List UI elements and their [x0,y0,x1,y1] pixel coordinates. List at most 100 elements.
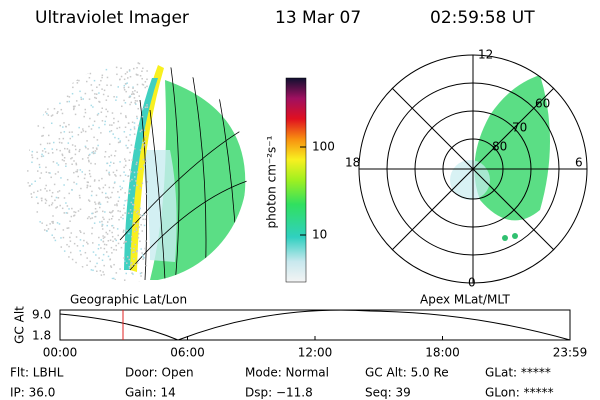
alt-xtick-label: 18:00 [425,346,460,360]
cb-tick-label: 100 [312,140,335,154]
speckle [99,221,101,223]
speckle [83,115,85,118]
speckle [67,227,70,229]
speckle [111,252,113,254]
speckle [124,83,127,85]
speckle [137,74,139,76]
speckle [123,166,125,169]
speckle [124,126,127,129]
speckle [111,112,114,114]
speckle [32,230,34,233]
speckle [89,217,92,220]
speckle [134,90,136,92]
speckle [39,177,41,179]
speckle [28,280,30,282]
speckle [142,218,144,221]
speckle [41,135,43,137]
speckle [62,137,65,140]
speckle [81,171,84,173]
speckle [75,183,78,185]
speckle [96,139,99,141]
speckle [83,239,85,242]
speckle [65,72,67,74]
speckle [79,230,81,232]
speckle [116,127,118,130]
speckle [129,103,131,106]
speckle [61,112,64,115]
speckle [117,120,120,123]
speckle [69,220,71,222]
speckle [80,231,82,233]
speckle [99,203,102,205]
speckle [82,245,84,247]
speckle [32,253,35,255]
speckle [77,175,79,178]
speckle [103,243,106,246]
speckle [118,218,120,221]
speckle [53,183,56,186]
speckle [49,189,51,192]
speckle [68,192,70,195]
speckle [128,232,130,235]
speckle [127,212,130,215]
speckle [42,126,45,129]
speckle [61,153,64,156]
speckle [47,134,50,137]
speckle [94,265,97,268]
speckle [81,158,84,160]
speckle [144,140,146,143]
speckle [56,162,58,164]
speckle [111,277,114,280]
speckle [109,130,111,133]
speckle [47,77,49,80]
speckle [142,108,144,110]
speckle [63,159,65,162]
speckle [73,211,75,213]
speckle [96,114,99,116]
speckle [117,234,119,237]
speckle [93,136,95,139]
speckle [129,188,131,191]
speckle [39,143,42,146]
speckle [79,90,81,93]
speckle [108,171,110,174]
speckle [140,275,142,277]
footer-field: Seq: 39 [365,386,411,400]
speckle [91,276,94,278]
speckle [102,240,105,243]
speckle [88,216,90,218]
footer-field: Dsp: −11.8 [245,386,313,400]
speckle [49,70,51,73]
speckle [133,133,136,135]
speckle [104,184,107,186]
speckle [39,189,42,191]
speckle [78,194,81,197]
speckle [136,100,138,102]
speckle [134,148,136,150]
alt-xtick-label: 06:00 [170,346,205,360]
speckle [130,263,132,265]
speckle [141,129,143,131]
speckle [31,90,34,92]
speckle [125,240,127,243]
speckle [63,184,65,186]
speckle [117,210,119,212]
speckle [28,116,30,119]
speckle [37,202,39,205]
speckle [40,90,43,92]
footer-field: Mode: Normal [245,366,329,380]
panel-label: Apex MLat/MLT [420,293,510,307]
speckle [28,273,31,275]
speckle [86,217,89,220]
speckle [113,96,115,98]
speckle [145,160,147,163]
speckle [49,275,51,277]
speckle [137,210,139,212]
speckle [136,91,138,93]
speckle [106,196,109,198]
speckle [80,98,83,101]
speckle [115,99,117,101]
speckle [131,203,134,206]
speckle [37,72,39,74]
speckle [73,214,76,217]
